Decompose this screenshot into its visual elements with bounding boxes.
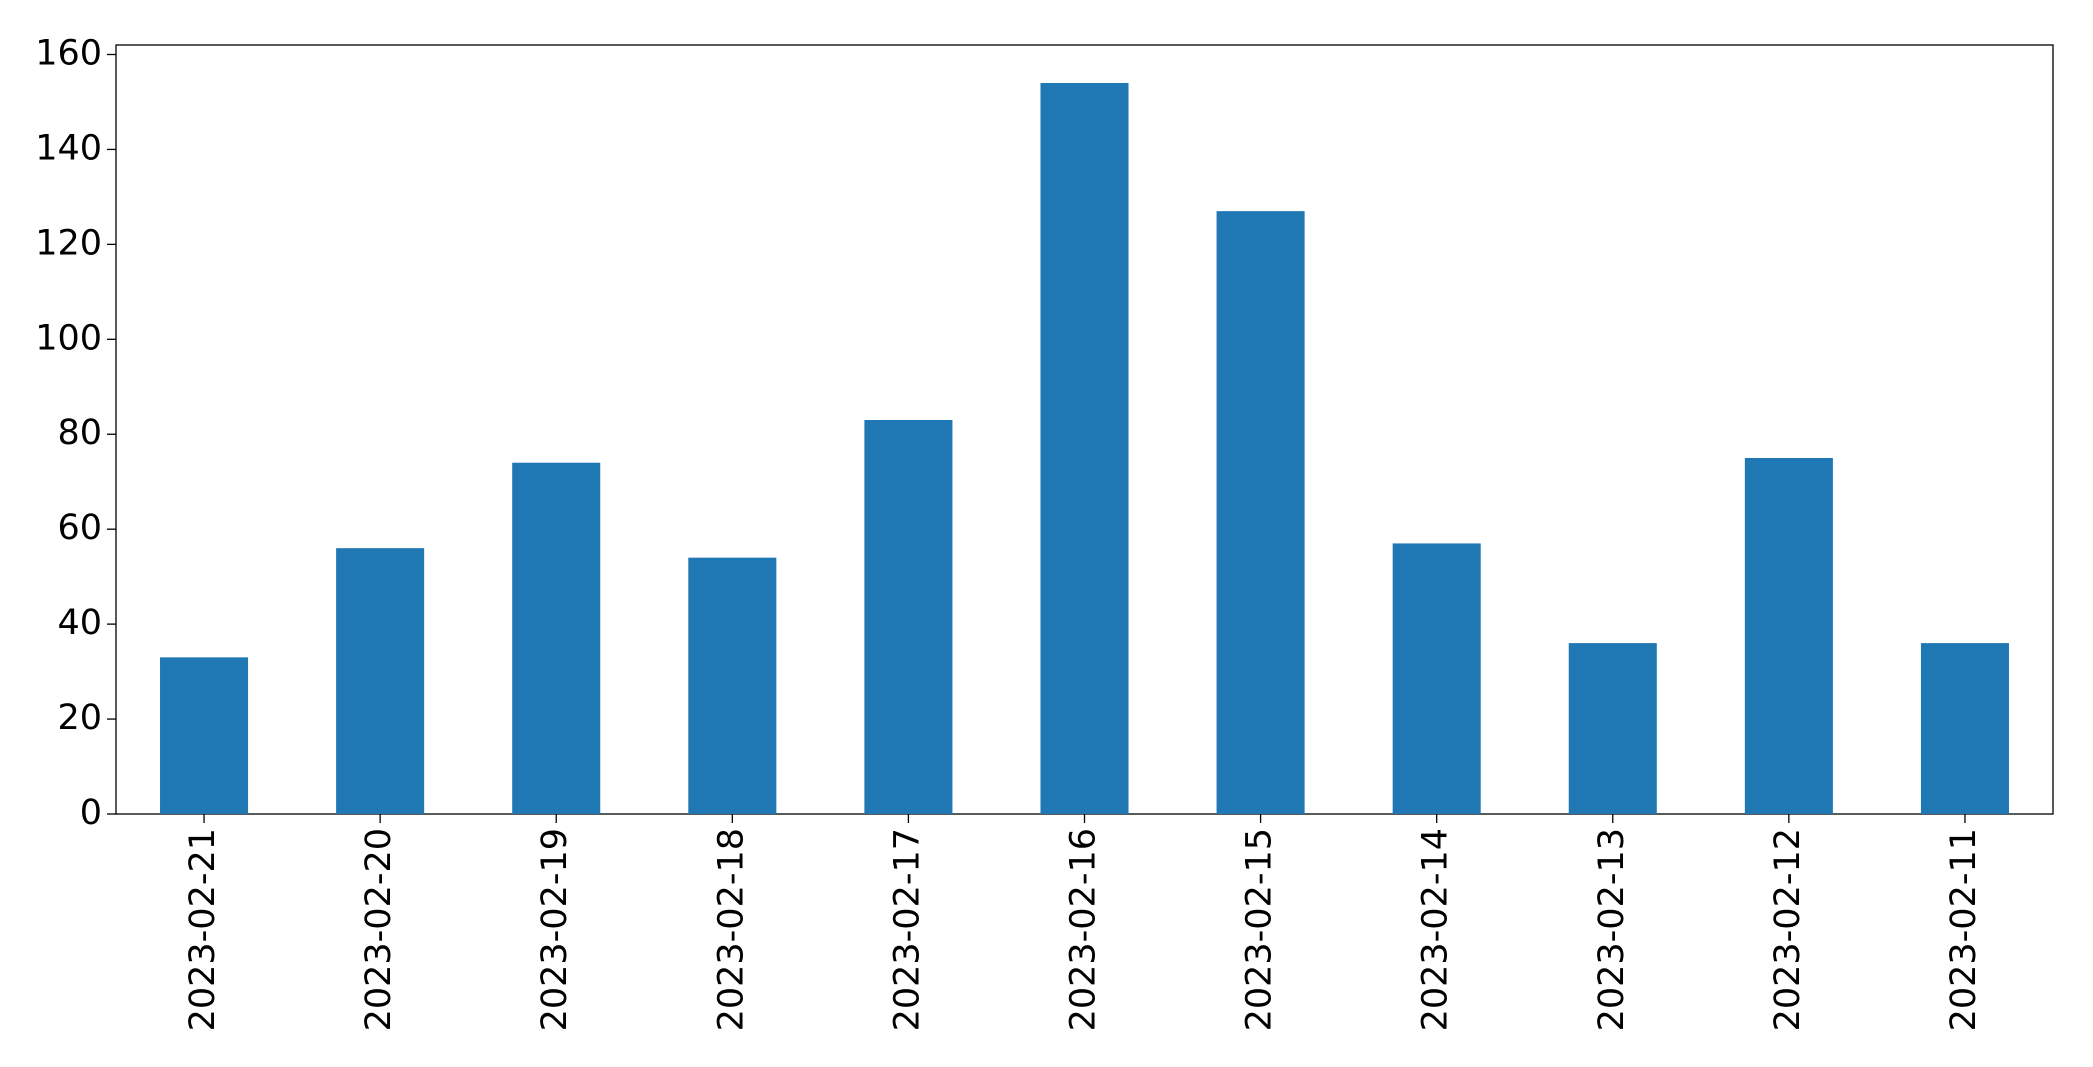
bar <box>1744 457 1833 814</box>
bar <box>336 548 425 814</box>
x-tick-label: 2023-02-19 <box>535 828 575 1031</box>
bar <box>160 657 249 814</box>
x-tick-label: 2023-02-18 <box>711 828 751 1031</box>
bar <box>1920 643 2009 814</box>
x-tick-label: 2023-02-11 <box>1944 828 1984 1031</box>
y-tick-label: 160 <box>35 33 102 73</box>
x-tick-label: 2023-02-13 <box>1592 828 1632 1031</box>
bar <box>864 420 953 814</box>
y-tick-label: 0 <box>80 793 102 833</box>
y-tick-label: 60 <box>57 508 102 548</box>
y-tick-label: 40 <box>57 603 102 643</box>
x-tick-label: 2023-02-20 <box>359 828 399 1031</box>
x-tick-label: 2023-02-21 <box>183 828 223 1031</box>
bar <box>1216 211 1305 814</box>
y-tick-label: 140 <box>35 128 102 168</box>
y-tick-label: 20 <box>57 698 102 738</box>
x-tick-label: 2023-02-14 <box>1416 828 1456 1031</box>
x-tick-label: 2023-02-15 <box>1240 828 1280 1031</box>
bar <box>688 557 777 814</box>
x-tick-label: 2023-02-12 <box>1768 828 1808 1031</box>
bar <box>1392 543 1481 814</box>
y-tick-label: 80 <box>57 413 102 453</box>
y-tick-label: 100 <box>35 318 102 358</box>
bar <box>512 462 601 814</box>
x-tick-label: 2023-02-17 <box>887 828 927 1031</box>
x-tick-label: 2023-02-16 <box>1064 828 1104 1031</box>
y-tick-label: 120 <box>35 223 102 263</box>
bar <box>1568 643 1657 814</box>
bar <box>1040 82 1129 814</box>
